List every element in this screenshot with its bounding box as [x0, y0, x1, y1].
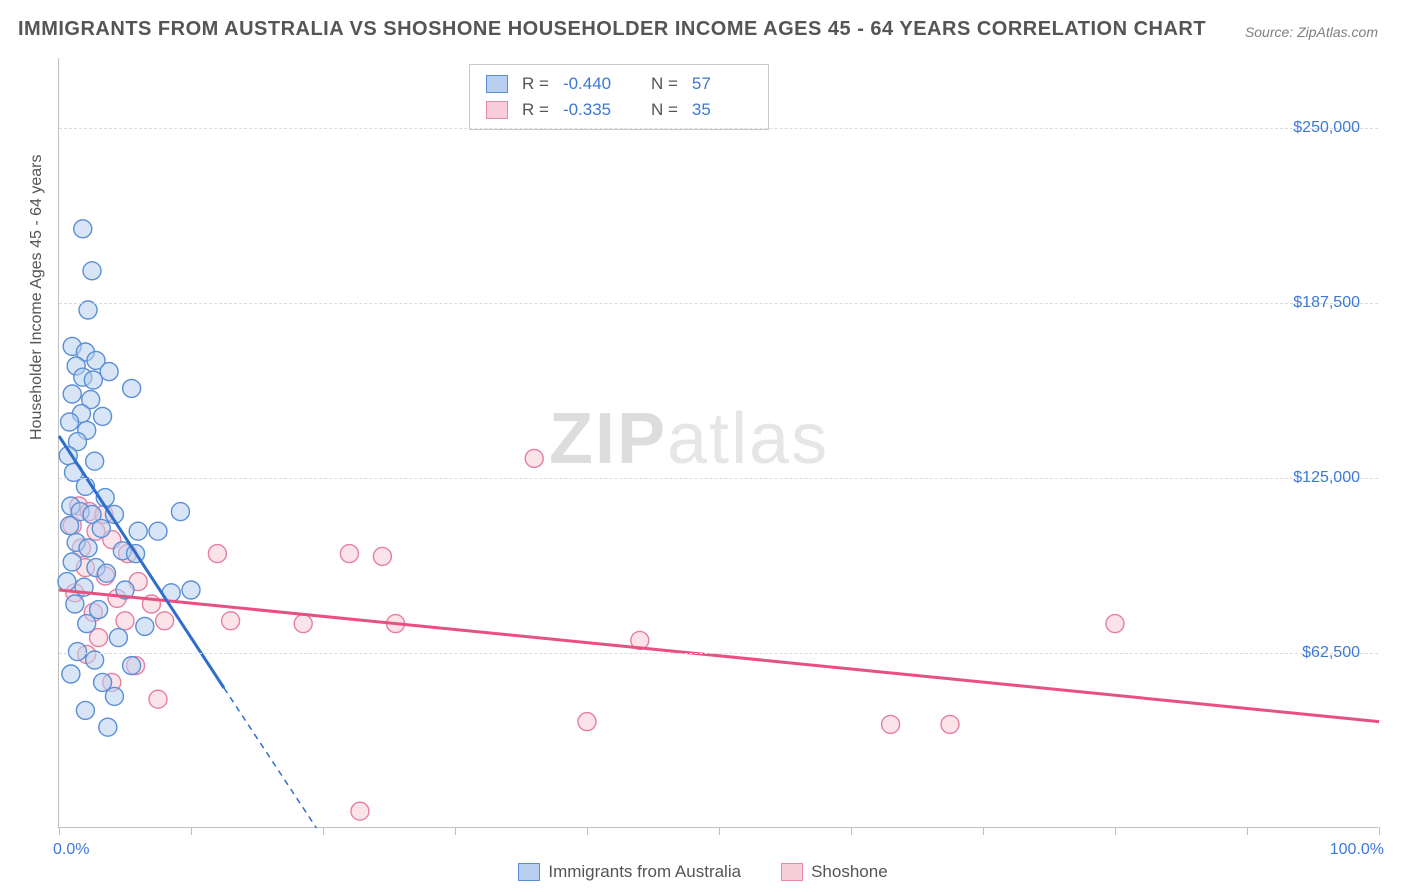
- y-axis-label: Householder Income Ages 45 - 64 years: [28, 155, 46, 441]
- blue-point: [78, 615, 96, 633]
- blue-point: [83, 262, 101, 280]
- pink-point: [149, 690, 167, 708]
- r-value: -0.440: [563, 71, 623, 97]
- blue-point: [100, 363, 118, 381]
- blue-point: [105, 687, 123, 705]
- blue-point: [109, 629, 127, 647]
- grid-line: [59, 303, 1378, 304]
- blue-point: [74, 220, 92, 238]
- pink-point: [222, 612, 240, 630]
- pink-point: [578, 713, 596, 731]
- r-label: R =: [522, 71, 549, 97]
- legend-swatch: [518, 863, 540, 881]
- grid-line: [59, 128, 1378, 129]
- x-tick: [719, 827, 720, 835]
- x-tick: [851, 827, 852, 835]
- blue-point: [84, 371, 102, 389]
- n-value: 57: [692, 71, 752, 97]
- source-attribution: Source: ZipAtlas.com: [1245, 24, 1378, 40]
- blue-point: [123, 379, 141, 397]
- pink-point: [1106, 615, 1124, 633]
- series-legend: Immigrants from Australia Shoshone: [0, 862, 1406, 882]
- x-min-label: 0.0%: [53, 841, 89, 859]
- n-label: N =: [651, 97, 678, 123]
- blue-point: [149, 522, 167, 540]
- blue-point: [76, 701, 94, 719]
- pink-point: [294, 615, 312, 633]
- plot-area: ZIPatlas R =-0.440N =57R =-0.335N =35 0.…: [58, 58, 1378, 828]
- pink-trend-line: [59, 590, 1379, 722]
- series-legend-label: Immigrants from Australia: [548, 862, 741, 882]
- pink-point: [941, 715, 959, 733]
- correlation-legend: R = -0.440 N = 57 R = -0.335 N = 35: [469, 64, 769, 130]
- chart-title: IMMIGRANTS FROM AUSTRALIA VS SHOSHONE HO…: [18, 18, 1206, 41]
- x-max-label: 100.0%: [1330, 841, 1384, 859]
- blue-point: [62, 665, 80, 683]
- x-tick: [191, 827, 192, 835]
- x-tick: [1115, 827, 1116, 835]
- x-tick: [323, 827, 324, 835]
- blue-point: [86, 452, 104, 470]
- y-tick-label: $250,000: [1293, 119, 1360, 137]
- legend-swatch: [486, 75, 508, 93]
- y-tick-label: $187,500: [1293, 294, 1360, 312]
- x-tick: [1379, 827, 1380, 835]
- legend-swatch: [486, 101, 508, 119]
- blue-point: [92, 519, 110, 537]
- pink-point: [351, 802, 369, 820]
- pink-point: [340, 545, 358, 563]
- blue-point: [68, 643, 86, 661]
- n-label: N =: [651, 71, 678, 97]
- blue-trend-line-dashed: [224, 688, 316, 828]
- pink-point: [156, 612, 174, 630]
- blue-point: [99, 718, 117, 736]
- x-tick: [59, 827, 60, 835]
- grid-line: [59, 478, 1378, 479]
- series-legend-item: Shoshone: [781, 862, 888, 882]
- r-label: R =: [522, 97, 549, 123]
- x-tick: [587, 827, 588, 835]
- blue-point: [63, 385, 81, 403]
- correlation-legend-row: R = -0.440 N = 57: [486, 71, 752, 97]
- pink-point: [116, 612, 134, 630]
- blue-point: [123, 657, 141, 675]
- blue-point: [61, 413, 79, 431]
- blue-point: [61, 517, 79, 535]
- blue-point: [129, 522, 147, 540]
- x-tick: [983, 827, 984, 835]
- blue-point: [136, 617, 154, 635]
- blue-point: [182, 581, 200, 599]
- blue-point: [58, 573, 76, 591]
- series-legend-label: Shoshone: [811, 862, 888, 882]
- y-tick-label: $62,500: [1302, 644, 1360, 662]
- chart-svg: [59, 58, 1378, 827]
- pink-point: [525, 449, 543, 467]
- pink-point: [208, 545, 226, 563]
- x-tick: [1247, 827, 1248, 835]
- y-tick-label: $125,000: [1293, 469, 1360, 487]
- correlation-legend-row: R = -0.335 N = 35: [486, 97, 752, 123]
- x-tick: [455, 827, 456, 835]
- blue-point: [79, 539, 97, 557]
- r-value: -0.335: [563, 97, 623, 123]
- blue-point: [63, 553, 81, 571]
- series-legend-item: Immigrants from Australia: [518, 862, 741, 882]
- blue-point: [94, 407, 112, 425]
- legend-swatch: [781, 863, 803, 881]
- pink-point: [373, 547, 391, 565]
- grid-line: [59, 653, 1378, 654]
- n-value: 35: [692, 97, 752, 123]
- blue-point: [98, 564, 116, 582]
- blue-point: [66, 595, 84, 613]
- blue-point: [171, 503, 189, 521]
- pink-point: [882, 715, 900, 733]
